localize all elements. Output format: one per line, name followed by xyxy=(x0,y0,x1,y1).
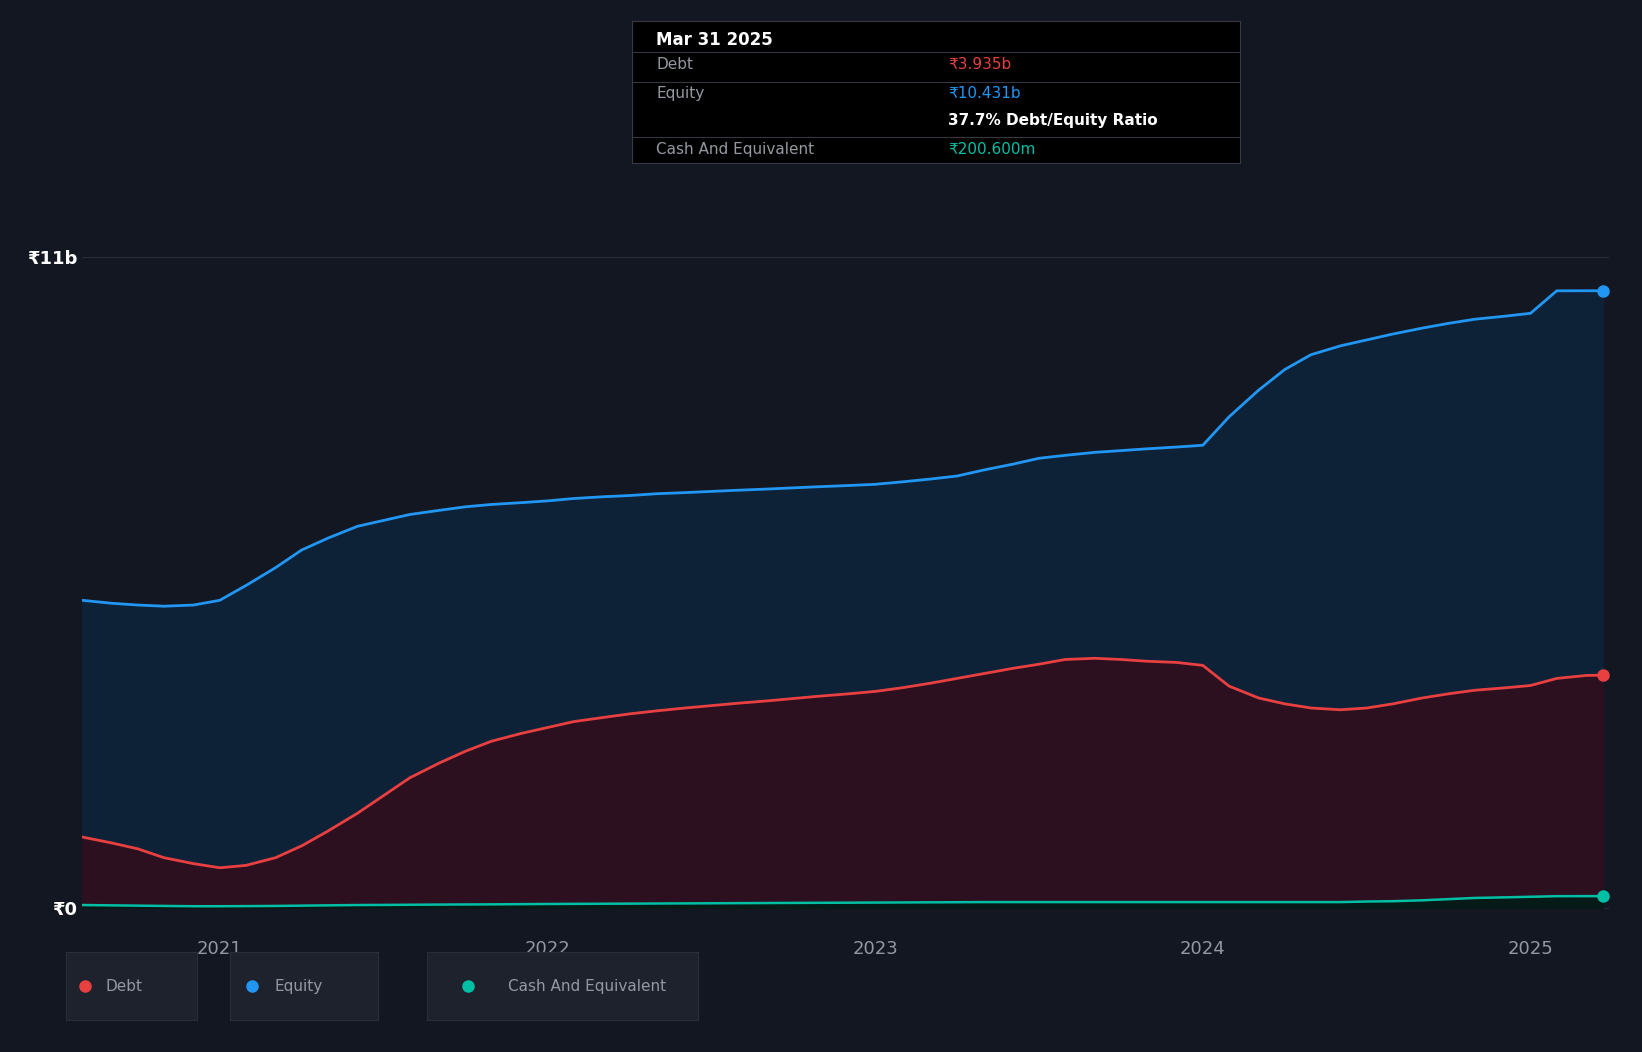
Text: Debt: Debt xyxy=(657,57,693,72)
Text: ₹10.431b: ₹10.431b xyxy=(947,86,1021,101)
Text: Cash And Equivalent: Cash And Equivalent xyxy=(657,142,814,157)
Text: Mar 31 2025: Mar 31 2025 xyxy=(657,31,773,49)
Text: Cash And Equivalent: Cash And Equivalent xyxy=(509,978,667,994)
Text: Debt: Debt xyxy=(105,978,143,994)
Text: Equity: Equity xyxy=(657,86,704,101)
Text: ₹200.600m: ₹200.600m xyxy=(947,142,1036,157)
Text: 37.7% Debt/Equity Ratio: 37.7% Debt/Equity Ratio xyxy=(947,114,1158,128)
Text: ₹3.935b: ₹3.935b xyxy=(947,57,1011,72)
Text: Equity: Equity xyxy=(274,978,322,994)
